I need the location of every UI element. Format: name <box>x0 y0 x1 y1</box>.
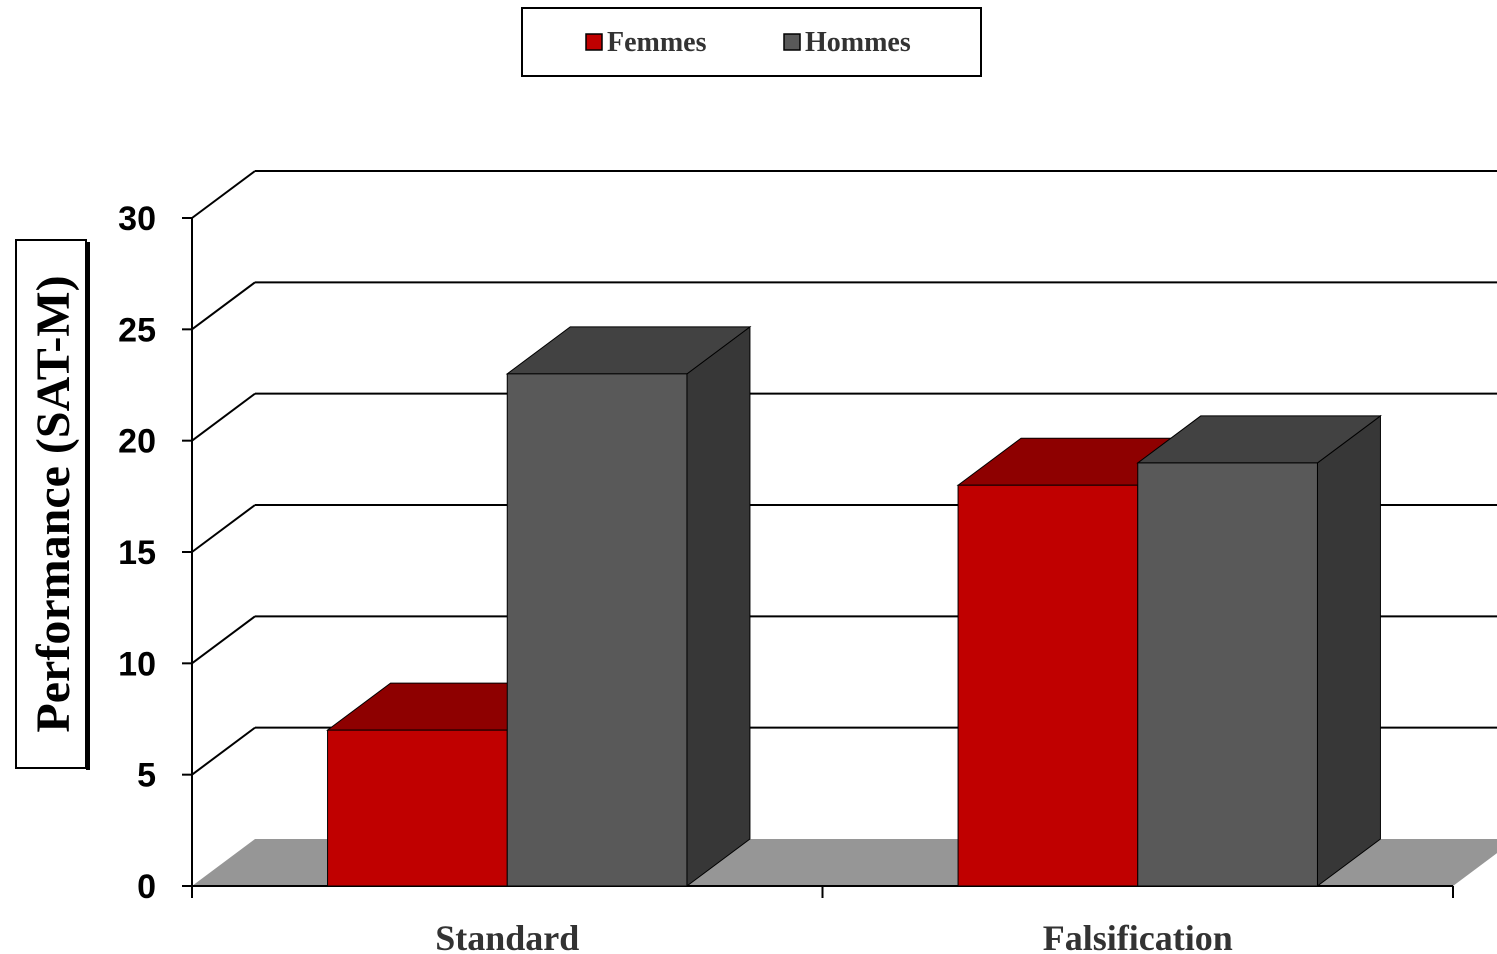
gridline-diagonal <box>191 615 256 665</box>
y-axis-label-frame <box>15 239 87 769</box>
legend-swatch <box>585 33 603 51</box>
legend-items: Femmes Hommes <box>585 27 911 58</box>
y-tick-label: 30 <box>118 200 156 238</box>
gridline-diagonal <box>191 726 256 776</box>
legend-item-hommes: Hommes <box>783 27 911 58</box>
bar <box>1137 462 1318 887</box>
bar-side <box>1316 414 1381 887</box>
bar <box>957 484 1139 887</box>
y-tick-label: 5 <box>137 757 156 795</box>
bars <box>326 325 1382 887</box>
x-tick-label: Standard <box>435 918 579 954</box>
legend-label: Femmes <box>607 27 707 58</box>
legend: Femmes Hommes <box>521 7 982 77</box>
gridline-diagonal <box>191 504 256 553</box>
gridline-diagonal <box>191 170 256 219</box>
y-axis-label-box: Performance (SAT-M) <box>15 239 90 770</box>
y-tick-label: 15 <box>118 534 156 572</box>
bar <box>327 729 508 887</box>
gridline-diagonal <box>191 281 256 331</box>
x-tick-label: Falsification <box>1043 918 1233 954</box>
y-tick-label: 20 <box>118 423 156 461</box>
y-tick-label: 10 <box>118 645 156 683</box>
bar-hommes-falsification <box>1136 414 1382 887</box>
y-tick-labels: 0 5 10 15 20 25 30 <box>118 200 156 906</box>
y-tick-label: 0 <box>137 868 156 906</box>
bar-hommes-standard <box>505 325 752 887</box>
y-tick-label: 25 <box>118 311 156 349</box>
bar-side <box>686 325 751 887</box>
bar <box>506 373 688 887</box>
y-axis-label: Performance (SAT-M) <box>27 275 80 732</box>
gridline-diagonal <box>191 392 256 442</box>
legend-label: Hommes <box>805 27 911 58</box>
legend-item-femmes: Femmes <box>585 27 707 58</box>
legend-swatch <box>783 33 801 51</box>
x-tick-labels: Standard Falsification <box>435 918 1233 954</box>
